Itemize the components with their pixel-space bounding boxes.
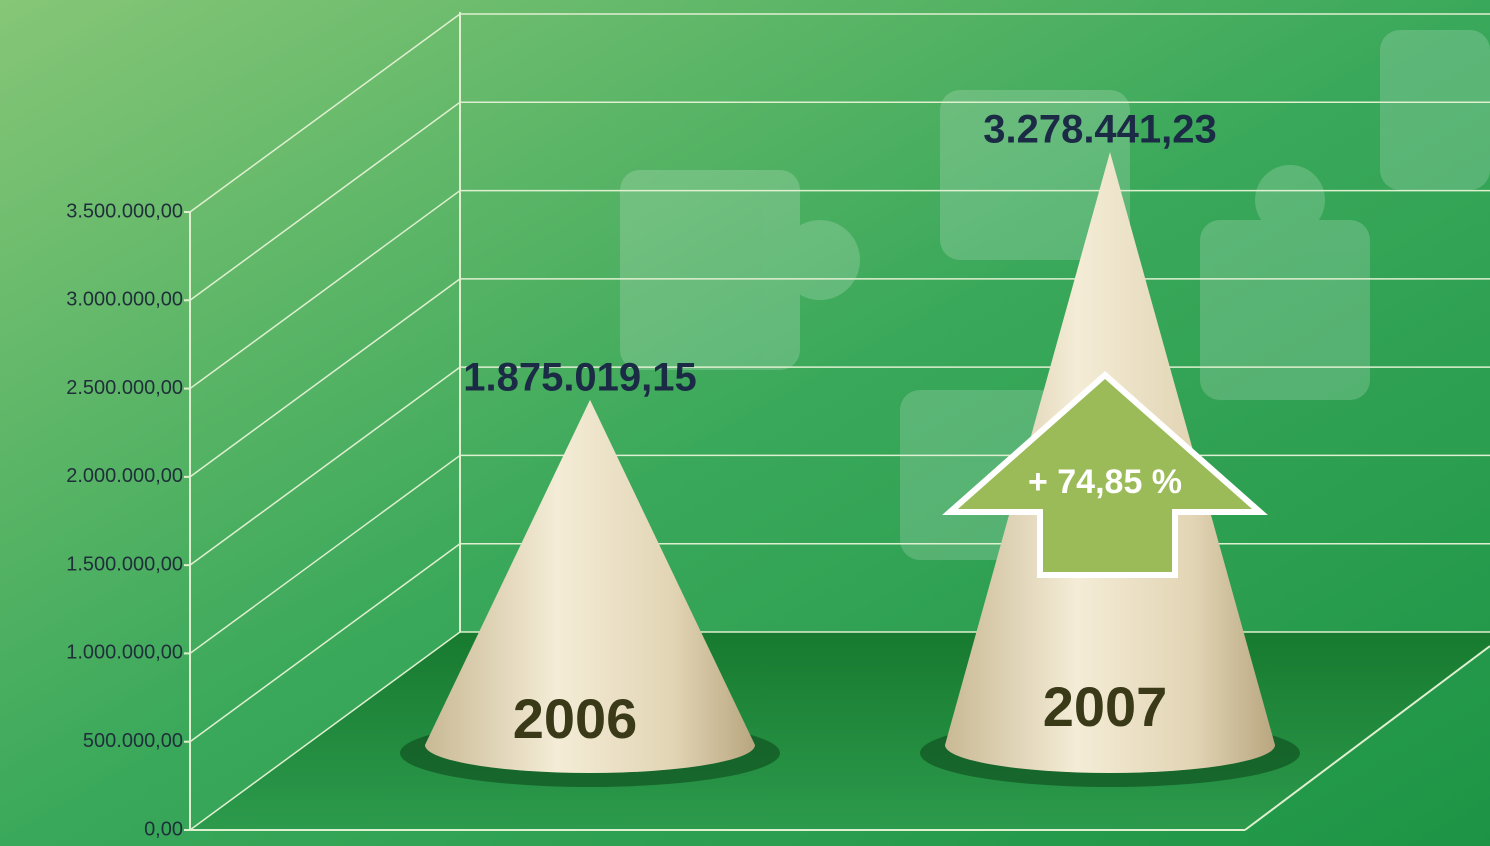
y-tick-label: 0,00 (144, 818, 183, 840)
value-label: 3.278.441,23 (983, 108, 1217, 152)
grid-line (189, 189, 461, 390)
annotation: + 74,85 % (1028, 463, 1182, 501)
y-tick-label: 3.000.000,00 (66, 289, 183, 311)
value-label: 1.875.019,15 (463, 355, 697, 399)
grid-line (189, 366, 461, 566)
floor-right-edge (1244, 645, 1490, 831)
arrow-shape (942, 370, 1268, 578)
category-label: 2007 (1043, 675, 1168, 738)
grid-line (189, 13, 461, 213)
grid-line (189, 278, 461, 478)
grid-line (189, 454, 461, 655)
y-tick-label: 500.000,00 (83, 730, 183, 752)
increase-arrow: + 74,85 % (942, 370, 1268, 578)
y-tick-label: 1.000.000,00 (66, 642, 183, 664)
puzzle-decoration (620, 30, 1490, 560)
y-tick-label: 3.500.000,00 (66, 200, 183, 222)
grid-line (189, 631, 461, 831)
y-tick-label: 1.500.000,00 (66, 553, 183, 575)
grid-line (189, 543, 461, 743)
category-label: 2006 (513, 687, 638, 750)
grid-line (189, 101, 461, 301)
y-tick-label: 2.500.000,00 (66, 377, 183, 399)
cone (425, 399, 755, 773)
y-tick-label: 2.000.000,00 (66, 465, 183, 487)
